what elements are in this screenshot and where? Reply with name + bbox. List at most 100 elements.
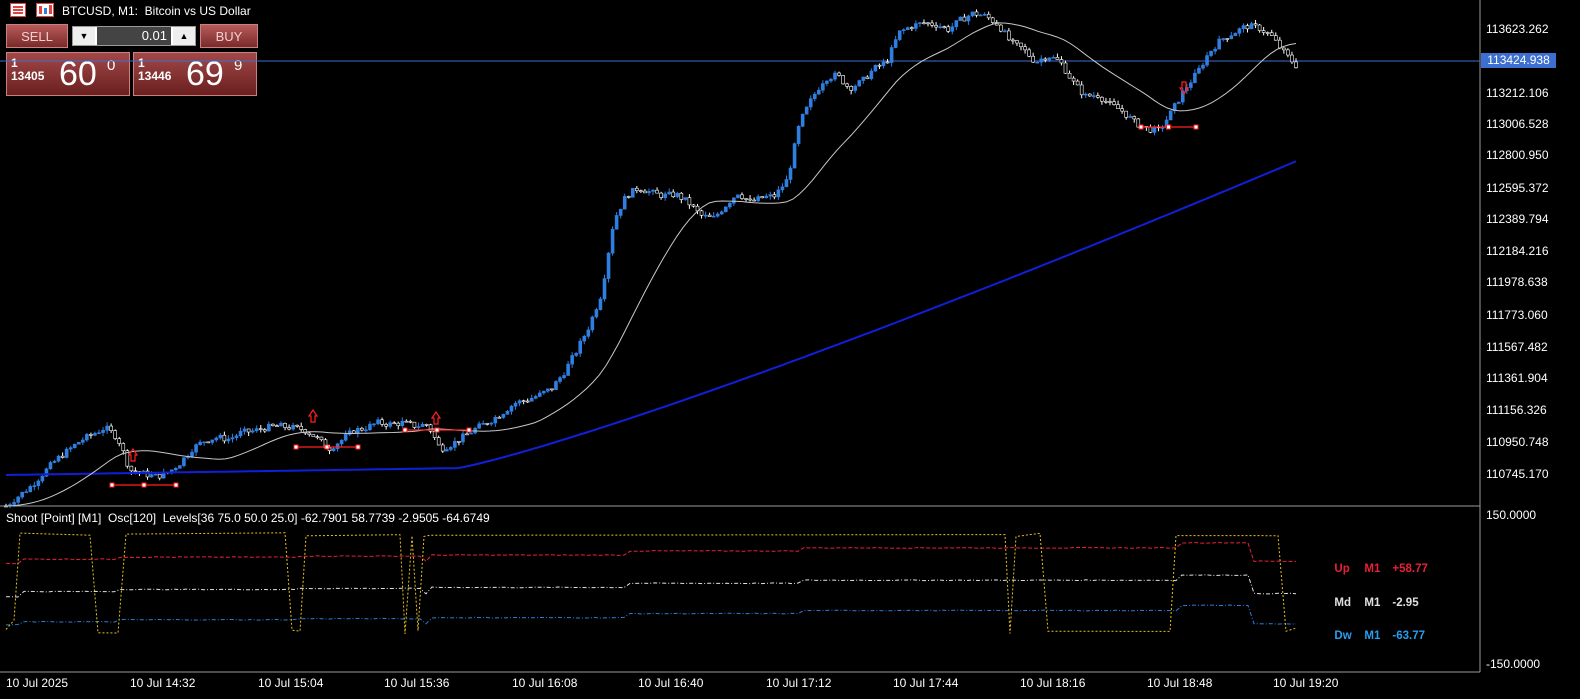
- buy-button[interactable]: BUY: [200, 24, 258, 48]
- candle-body: [1172, 103, 1177, 112]
- oscillator-lines: [5, 532, 1297, 635]
- candle-body: [958, 16, 963, 21]
- candles: [4, 9, 1298, 509]
- candle-body: [1079, 84, 1084, 96]
- candle-body: [768, 194, 773, 197]
- sell-quote-fraction: 0: [107, 57, 116, 74]
- chart-grid-icon[interactable]: [10, 3, 26, 17]
- candle-body: [513, 402, 518, 407]
- candle-body: [89, 434, 93, 436]
- time-axis-label: 10 Jul 16:08: [512, 676, 578, 690]
- candle-body: [1197, 67, 1201, 74]
- candle-body: [1043, 58, 1048, 61]
- candle-body: [841, 75, 845, 85]
- candle-body: [331, 448, 336, 451]
- candle-body: [1237, 28, 1242, 34]
- lot-size-stepper[interactable]: ▼ 0.01 ▲: [72, 26, 196, 46]
- candle-body: [226, 438, 231, 442]
- candle-body: [833, 72, 837, 80]
- candle-body: [1217, 38, 1221, 50]
- candle-body: [901, 29, 906, 31]
- candle-body: [489, 422, 494, 425]
- candle-body: [449, 447, 453, 450]
- candle-body: [1209, 50, 1213, 56]
- candle-body: [440, 444, 445, 452]
- time-axis-label: 10 Jul 19:20: [1273, 676, 1339, 690]
- osc-up-line: [5, 541, 1297, 565]
- candle-body: [1096, 95, 1100, 98]
- candle-body: [347, 430, 352, 435]
- candle-body: [246, 428, 251, 433]
- sell-button[interactable]: SELL: [6, 24, 68, 48]
- candle-body: [311, 434, 316, 438]
- candle-body: [550, 388, 554, 391]
- signal-level-dot: [293, 444, 299, 450]
- lot-size-field[interactable]: 0.01: [97, 27, 171, 45]
- candle-body: [1201, 64, 1205, 69]
- candle-body: [792, 143, 797, 169]
- candle-body: [1176, 101, 1181, 104]
- time-axis-label: 10 Jul 15:04: [258, 676, 324, 690]
- candle-body: [234, 435, 239, 438]
- candle-body: [335, 443, 340, 449]
- candle-body: [679, 192, 684, 200]
- candle-body: [1152, 126, 1157, 133]
- candle-body: [275, 425, 279, 427]
- signal-level-dot: [402, 427, 408, 433]
- candle-body: [32, 485, 37, 487]
- candle-body: [60, 455, 65, 458]
- candle-body: [873, 64, 878, 72]
- candle-body: [529, 397, 534, 402]
- candle-body: [639, 190, 643, 192]
- candle-body: [210, 439, 215, 443]
- candle-body: [1128, 116, 1133, 118]
- window-title: BTCUSD, M1: Bitcoin vs US Dollar: [62, 4, 251, 18]
- candle-body: [44, 468, 49, 477]
- candle-body: [740, 194, 744, 199]
- candle-body: [24, 491, 29, 494]
- sell-quote-prefix: 1 13405: [11, 56, 45, 83]
- candle-body: [218, 434, 223, 439]
- indicator-header: Shoot [Point] [M1] Osc[120] Levels[36 75…: [6, 511, 490, 525]
- candle-body: [52, 460, 57, 463]
- candle-body: [590, 316, 595, 331]
- candle-body: [1241, 25, 1246, 29]
- signal-level-dot: [355, 444, 361, 450]
- candle-body: [525, 400, 530, 403]
- candles-icon[interactable]: [36, 3, 54, 17]
- candle-body: [400, 420, 405, 427]
- time-axis-label: 10 Jul 18:48: [1147, 676, 1213, 690]
- candle-body: [626, 196, 631, 198]
- candle-body: [756, 196, 760, 202]
- candle-body: [982, 13, 987, 16]
- candle-body: [1286, 49, 1290, 56]
- candle-body: [376, 419, 380, 425]
- lot-increase-icon[interactable]: ▲: [173, 27, 195, 45]
- candle-body: [877, 64, 882, 67]
- candle-body: [986, 13, 991, 19]
- candle-body: [934, 24, 938, 28]
- candle-body: [85, 434, 89, 441]
- signal-level-dot: [1193, 124, 1199, 130]
- candle-body: [477, 423, 481, 429]
- candle-body: [1294, 61, 1298, 68]
- candle-body: [339, 439, 344, 445]
- time-axis-label: 10 Jul 2025: [6, 676, 69, 690]
- candle-body: [461, 433, 465, 443]
- candle-body: [420, 424, 425, 427]
- candle-body: [48, 462, 53, 470]
- candle-body: [1205, 55, 1209, 66]
- lot-decrease-icon[interactable]: ▼: [73, 27, 95, 45]
- candle-body: [1189, 82, 1193, 88]
- candle-body: [784, 179, 789, 188]
- candle-body: [198, 441, 202, 445]
- candle-body: [950, 26, 955, 32]
- candle-body: [817, 89, 821, 95]
- candle-body: [618, 208, 623, 216]
- candle-body: [796, 125, 801, 144]
- candle-body: [978, 14, 983, 17]
- candle-body: [64, 448, 69, 458]
- candle-body: [303, 429, 308, 434]
- buy-arrow-icon: [430, 410, 442, 425]
